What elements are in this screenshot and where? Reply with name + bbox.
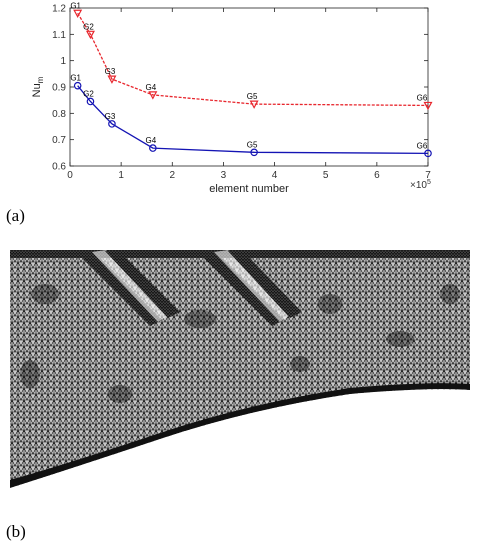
- point-label: G6: [417, 141, 428, 150]
- data-point: [149, 144, 157, 152]
- data-point: [249, 100, 259, 109]
- point-label: G1: [70, 1, 81, 10]
- slot-left: [78, 250, 180, 326]
- panel-label-b: (b): [6, 522, 26, 541]
- y-tick-label: 0.9: [52, 83, 66, 94]
- point-label: G5: [247, 140, 258, 149]
- data-point: [424, 149, 432, 158]
- point-label: G4: [146, 136, 157, 145]
- x-tick-label: 2: [170, 170, 176, 181]
- y-axis-title: Num: [31, 76, 45, 97]
- x-multiplier: ×105: [410, 179, 431, 191]
- triangular-mesh-icon: [10, 250, 470, 488]
- point-label: G3: [105, 67, 116, 76]
- y-tick-label: 0.8: [52, 109, 66, 120]
- data-point: [250, 148, 258, 157]
- data-point: [73, 81, 82, 90]
- y-tick-label: 1.1: [52, 30, 66, 41]
- x-tick-label: 0: [67, 170, 73, 181]
- point-label: G2: [83, 89, 94, 98]
- point-label: G2: [83, 22, 94, 31]
- y-tick-label: 0.7: [52, 135, 66, 146]
- data-point: [107, 75, 117, 84]
- x-tick-label: 4: [272, 170, 278, 181]
- data-point: [108, 120, 116, 128]
- line-chart: 0 1 2 3 4 5 6 7 0.6 0.7 0.8 0.9 1 1.1 1.2 element numbe…: [31, 1, 433, 195]
- point-label: G6: [417, 93, 428, 102]
- data-point: [73, 9, 83, 19]
- x-tick-label: 5: [323, 170, 329, 181]
- y-tick-label: 0.6: [52, 162, 66, 173]
- point-label: G1: [70, 74, 81, 83]
- data-point: [86, 97, 95, 106]
- data-point: [148, 91, 158, 100]
- data-point: [423, 101, 433, 111]
- x-tick-label: 3: [221, 170, 227, 181]
- data-point: [85, 30, 95, 40]
- x-tick-label: 6: [374, 170, 380, 181]
- y-tick-label: 1.2: [52, 4, 66, 15]
- point-label: G3: [105, 112, 116, 121]
- x-tick-label: 7: [425, 170, 431, 181]
- slot-right: [200, 250, 302, 326]
- x-axis-title: element number: [209, 183, 289, 195]
- point-label: G5: [247, 92, 258, 101]
- y-tick-label: 1: [60, 56, 66, 67]
- panel-label-a: (a): [6, 206, 25, 225]
- point-label: G4: [146, 83, 157, 92]
- x-tick-label: 1: [118, 170, 124, 181]
